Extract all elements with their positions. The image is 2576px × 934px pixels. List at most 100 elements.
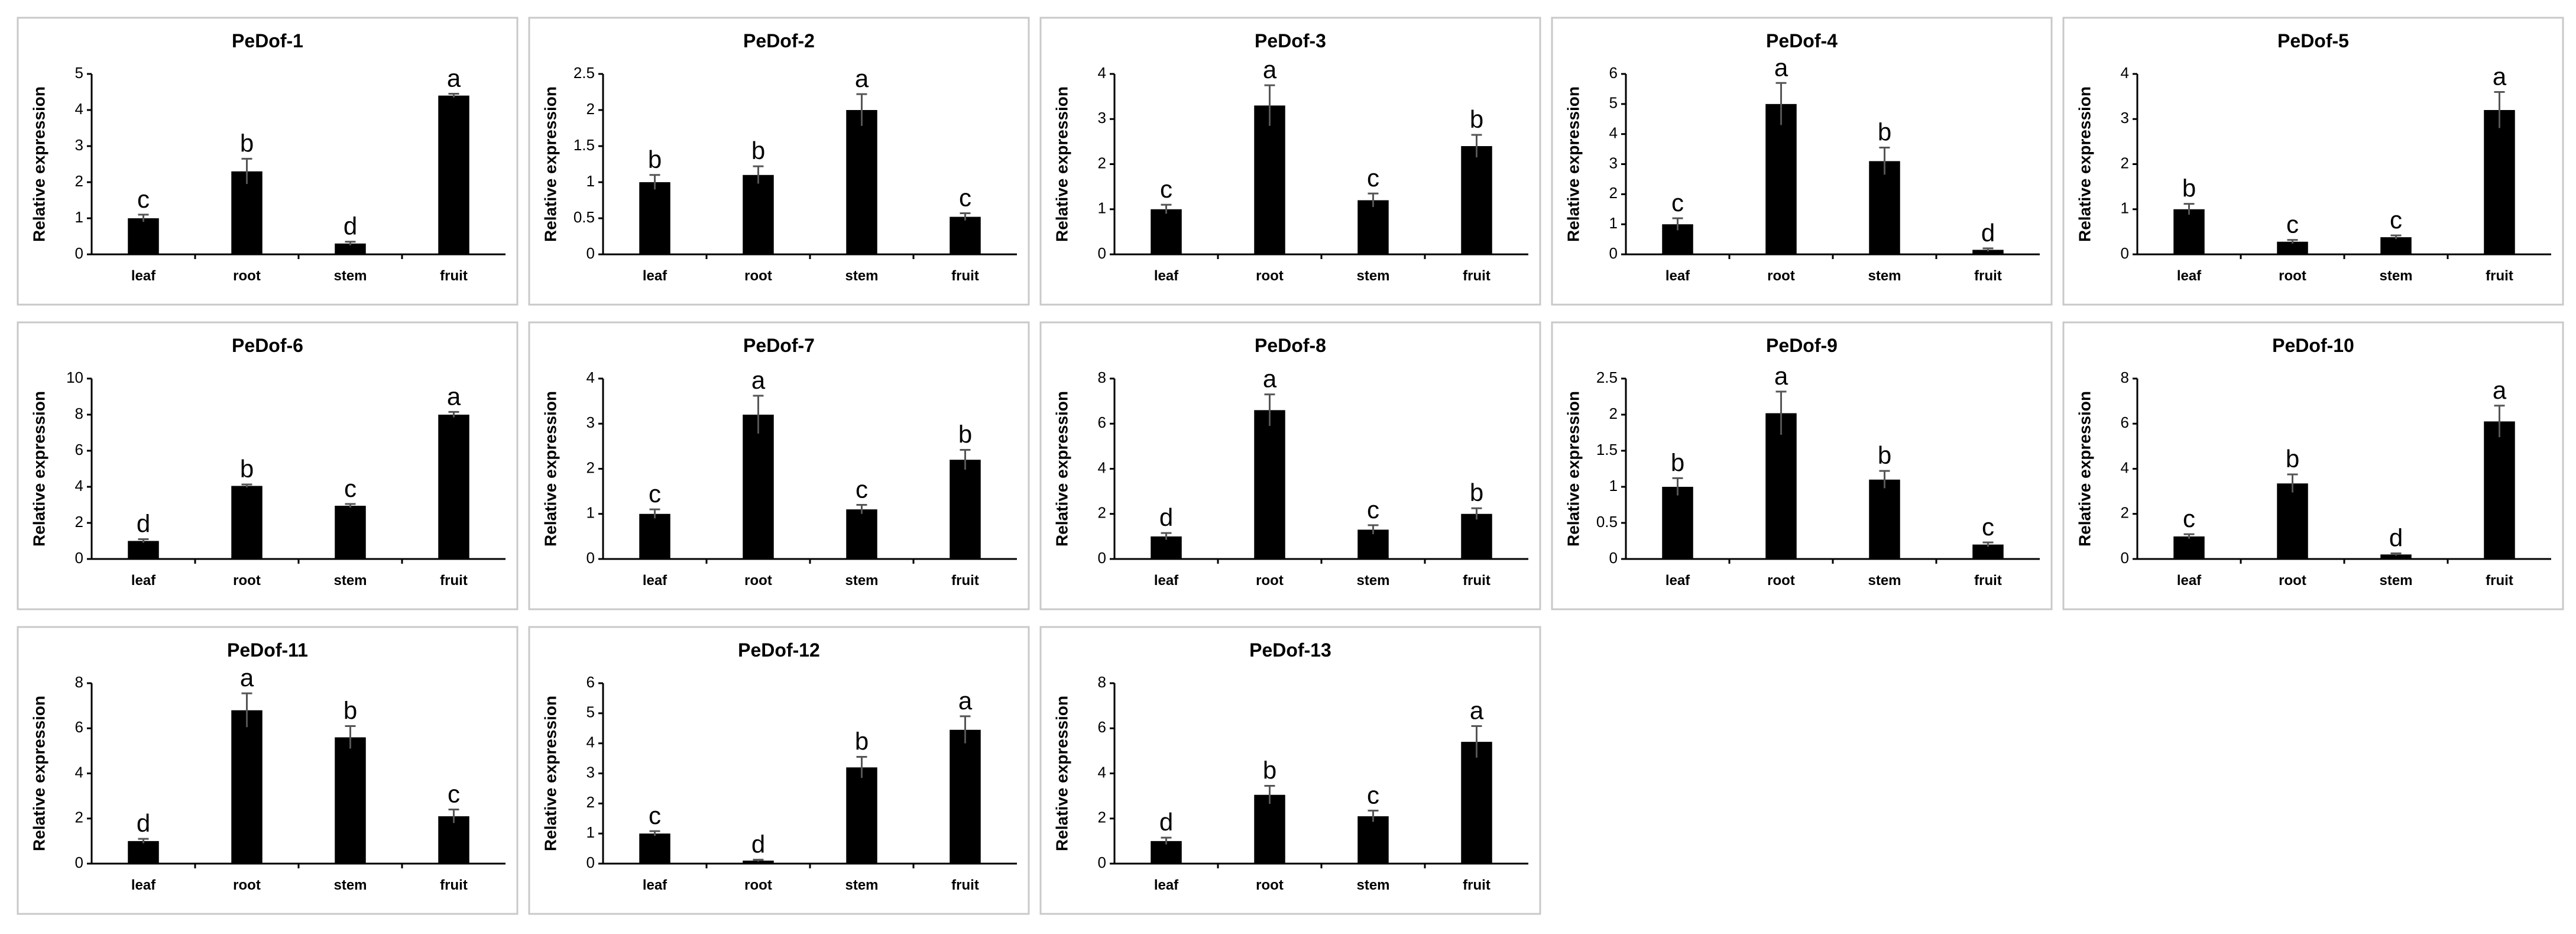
y-tick-label: 2 [1609, 184, 1618, 202]
x-tick-label: stem [1356, 268, 1389, 284]
significance-letter: a [855, 64, 869, 92]
significance-letter: c [1160, 175, 1172, 203]
x-tick-label: fruit [440, 268, 468, 284]
significance-letter: d [2389, 523, 2403, 551]
x-tick-label: root [744, 268, 772, 284]
y-tick-label: 4 [587, 369, 595, 386]
chart-title: PeDof-1 [232, 30, 303, 51]
y-axis-label: Relative expression [541, 391, 559, 547]
y-tick-label: 1.5 [1596, 441, 1618, 458]
chart-panel-11: PeDof-11 Relative expression 0 2 4 6 8 d leaf a ro… [17, 626, 519, 915]
y-tick-label: 3 [587, 413, 595, 431]
y-tick-label: 1 [587, 823, 595, 841]
y-tick-label: 4 [1098, 458, 1106, 476]
bar-fruit [438, 816, 469, 864]
bar-root [2277, 241, 2308, 254]
x-tick-label: leaf [2177, 268, 2202, 284]
significance-letter: c [1367, 781, 1379, 809]
y-tick-label: 8 [75, 405, 83, 422]
bar-root [1254, 794, 1285, 864]
bar-stem [335, 506, 366, 559]
significance-letter: b [958, 420, 972, 448]
y-tick-label: 6 [75, 718, 83, 736]
significance-letter: a [958, 687, 973, 715]
y-tick-label: 10 [66, 369, 83, 386]
significance-letter: c [448, 780, 460, 808]
y-tick-label: 0.5 [1596, 513, 1618, 531]
x-tick-label: fruit [440, 573, 468, 589]
chart-title: PeDof-12 [738, 639, 820, 661]
y-tick-label: 0 [75, 854, 83, 871]
significance-letter: a [447, 64, 461, 92]
significance-letter: c [1982, 513, 1994, 541]
y-tick-label: 8 [2121, 369, 2129, 386]
bar-fruit [950, 729, 981, 864]
significance-letter: c [1671, 189, 1684, 216]
chart-title: PeDof-2 [743, 30, 815, 51]
y-tick-label: 2 [75, 172, 83, 190]
significance-letter: a [2493, 376, 2507, 404]
y-tick-label: 2 [2121, 504, 2129, 522]
bar-fruit [950, 216, 981, 254]
significance-letter: d [137, 509, 150, 537]
y-axis-label: Relative expression [1052, 86, 1071, 242]
significance-letter: c [2390, 206, 2402, 234]
y-tick-label: 4 [75, 763, 83, 781]
y-tick-label: 5 [587, 703, 595, 721]
y-axis-label: Relative expression [541, 86, 559, 242]
chart-title: PeDof-10 [2272, 335, 2354, 356]
significance-letter: c [856, 476, 868, 503]
y-tick-label: 1 [1098, 199, 1106, 217]
chart-title: PeDof-13 [1249, 639, 1331, 661]
significance-letter: c [649, 802, 661, 829]
x-tick-label: root [744, 877, 772, 893]
y-tick-label: 2.5 [1596, 369, 1618, 386]
significance-letter: b [648, 146, 662, 173]
x-tick-label: stem [1868, 268, 1901, 284]
y-tick-label: 5 [75, 64, 83, 82]
significance-letter: a [1263, 56, 1277, 83]
bar-fruit [1461, 146, 1492, 254]
y-tick-label: 0 [2121, 549, 2129, 567]
y-tick-label: 1 [1609, 214, 1618, 232]
bar-leaf [1151, 841, 1182, 864]
panel-frame [17, 626, 519, 915]
x-tick-label: fruit [951, 268, 979, 284]
x-tick-label: fruit [1463, 573, 1490, 589]
x-tick-label: fruit [440, 877, 468, 893]
bar-leaf [1151, 536, 1182, 559]
significance-letter: b [751, 137, 765, 164]
bar-stem [1869, 161, 1900, 254]
x-tick-label: leaf [1666, 268, 1690, 284]
chart-title: PeDof-5 [2277, 30, 2349, 51]
significance-letter: c [2286, 211, 2299, 238]
significance-letter: b [240, 129, 254, 157]
y-axis-label: Relative expression [1564, 86, 1582, 242]
bar-leaf [1151, 209, 1182, 254]
bar-fruit [438, 415, 469, 559]
panel-frame [2062, 17, 2564, 306]
chart-panel-7: PeDof-7 Relative expression 0 1 2 3 4 c leaf a roo… [528, 321, 1030, 610]
significance-letter: b [2182, 174, 2196, 202]
y-tick-label: 0 [1609, 549, 1618, 567]
panel-frame [2062, 321, 2564, 610]
bar-stem [846, 110, 877, 254]
y-axis-label: Relative expression [541, 696, 559, 851]
bar-fruit [1461, 742, 1492, 864]
x-tick-label: root [233, 573, 261, 589]
y-tick-label: 0 [75, 549, 83, 567]
significance-letter: b [1470, 479, 1483, 506]
y-tick-label: 0 [1609, 244, 1618, 262]
x-tick-label: fruit [1463, 268, 1490, 284]
y-tick-label: 4 [2121, 458, 2129, 476]
x-tick-label: stem [1356, 877, 1389, 893]
x-tick-label: root [2279, 268, 2306, 284]
y-tick-label: 3 [1098, 109, 1106, 127]
x-tick-label: root [1767, 573, 1795, 589]
y-tick-label: 6 [75, 441, 83, 458]
y-tick-label: 1 [2121, 199, 2129, 217]
y-axis-label: Relative expression [1052, 696, 1071, 851]
chart-title: PeDof-8 [1255, 335, 1326, 356]
chart-panel-3: PeDof-3 Relative expression 0 1 2 3 4 c leaf a roo… [1039, 17, 1541, 306]
panel-frame [528, 321, 1030, 610]
